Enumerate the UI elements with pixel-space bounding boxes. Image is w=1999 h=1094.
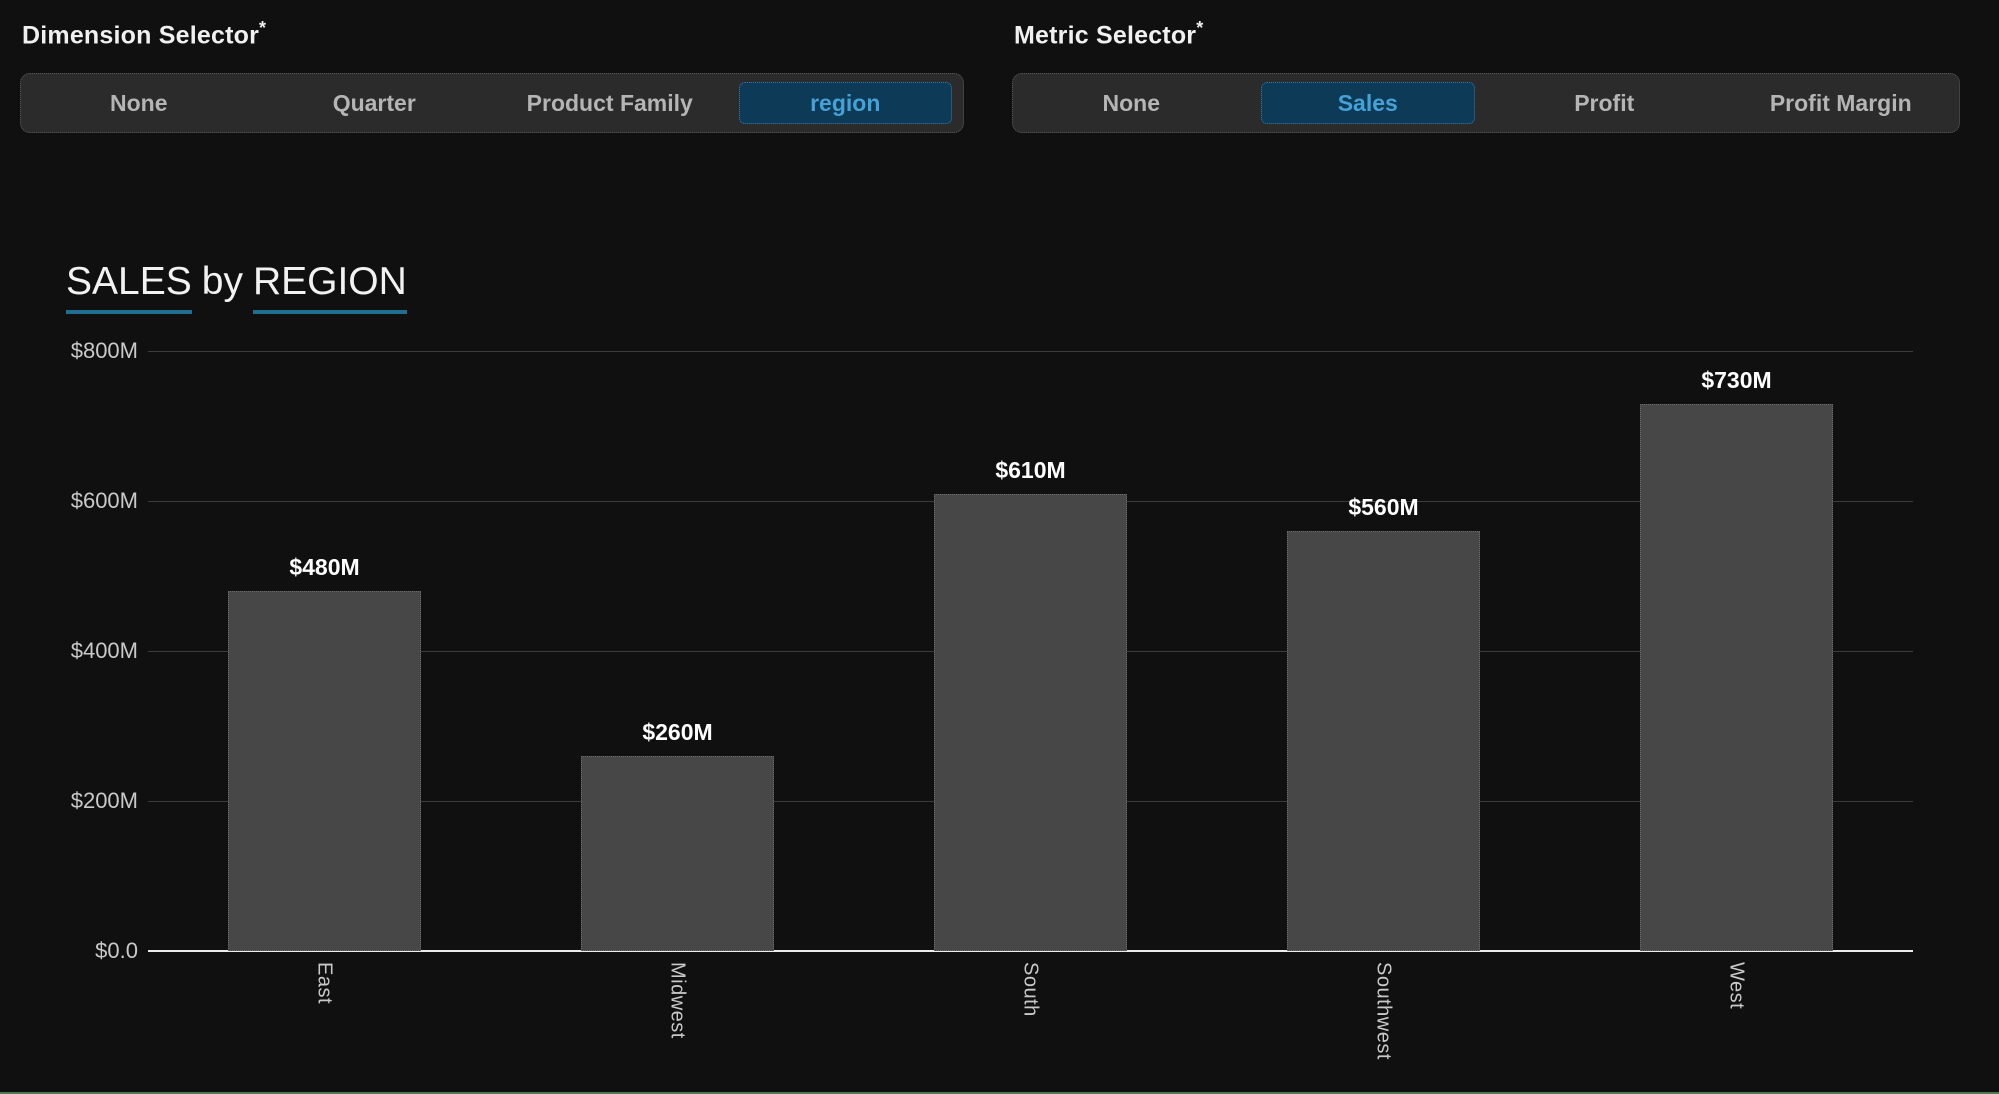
metric-option-none-label: None [1102,89,1161,116]
required-asterisk: * [259,18,267,38]
bar-value-label: $260M [642,719,713,745]
bar-value-label: $610M [995,456,1066,483]
bar-value-label: $730M [1701,366,1772,393]
dimension-option-none-label: None [110,89,168,116]
metric-selector-label-text: Metric Selector [1014,21,1197,50]
dimension-option-region-label: region [738,82,952,124]
chart-title-metric: SALES [66,260,192,314]
dimension-selector-label: Dimension Selector* [22,18,266,50]
dimension-option-product-family[interactable]: Product Family [492,74,728,132]
dimension-option-quarter-label: Quarter [332,89,416,116]
bar-southwest[interactable] [1287,531,1480,951]
metric-option-profit[interactable]: Profit [1486,74,1723,132]
x-axis-tick-label: West [1725,962,1748,1010]
bar-south[interactable] [934,493,1127,951]
metric-option-profit-margin-label: Profit Margin [1769,89,1912,116]
x-axis-tick-label: Midwest [666,962,689,1039]
x-axis-tick-label: East [313,962,336,1005]
bar-value-label: $480M [289,554,360,580]
dimension-selector-label-text: Dimension Selector [22,21,259,50]
y-axis-tick-label: $800M [70,338,138,363]
x-axis-tick-label: South [1019,962,1042,1017]
metric-selector: None Sales Profit Profit Margin [1012,73,1960,133]
x-axis-tick-label: Southwest [1372,962,1395,1060]
dimension-option-region[interactable]: region [728,74,964,132]
dimension-option-quarter[interactable]: Quarter [257,74,493,132]
metric-option-sales[interactable]: Sales [1250,74,1487,132]
y-axis-tick-label: $0.0 [95,938,138,963]
required-asterisk: * [1196,18,1204,38]
bar-east[interactable] [228,591,421,951]
chart-title-dimension: REGION [252,260,407,314]
dimension-option-product-family-label: Product Family [526,89,693,116]
metric-option-sales-label: Sales [1260,82,1475,124]
gridline [148,351,1913,352]
metric-selector-label: Metric Selector* [1014,18,1203,50]
bar-west[interactable] [1640,403,1833,951]
chart-title-connector: by [201,260,243,303]
bar-midwest[interactable] [581,756,774,951]
y-axis-tick-label: $200M [70,788,138,813]
metric-option-none[interactable]: None [1013,74,1250,132]
y-axis-tick-label: $400M [70,638,138,663]
chart-title: SALES by REGION [66,260,407,314]
dimension-selector: None Quarter Product Family region [20,73,964,133]
bar-value-label: $560M [1348,494,1419,520]
x-axis-baseline [148,950,1913,952]
dimension-option-none[interactable]: None [21,74,257,132]
metric-option-profit-margin[interactable]: Profit Margin [1723,74,1960,132]
y-axis-tick-label: $600M [70,488,138,513]
metric-option-profit-label: Profit [1574,89,1635,116]
